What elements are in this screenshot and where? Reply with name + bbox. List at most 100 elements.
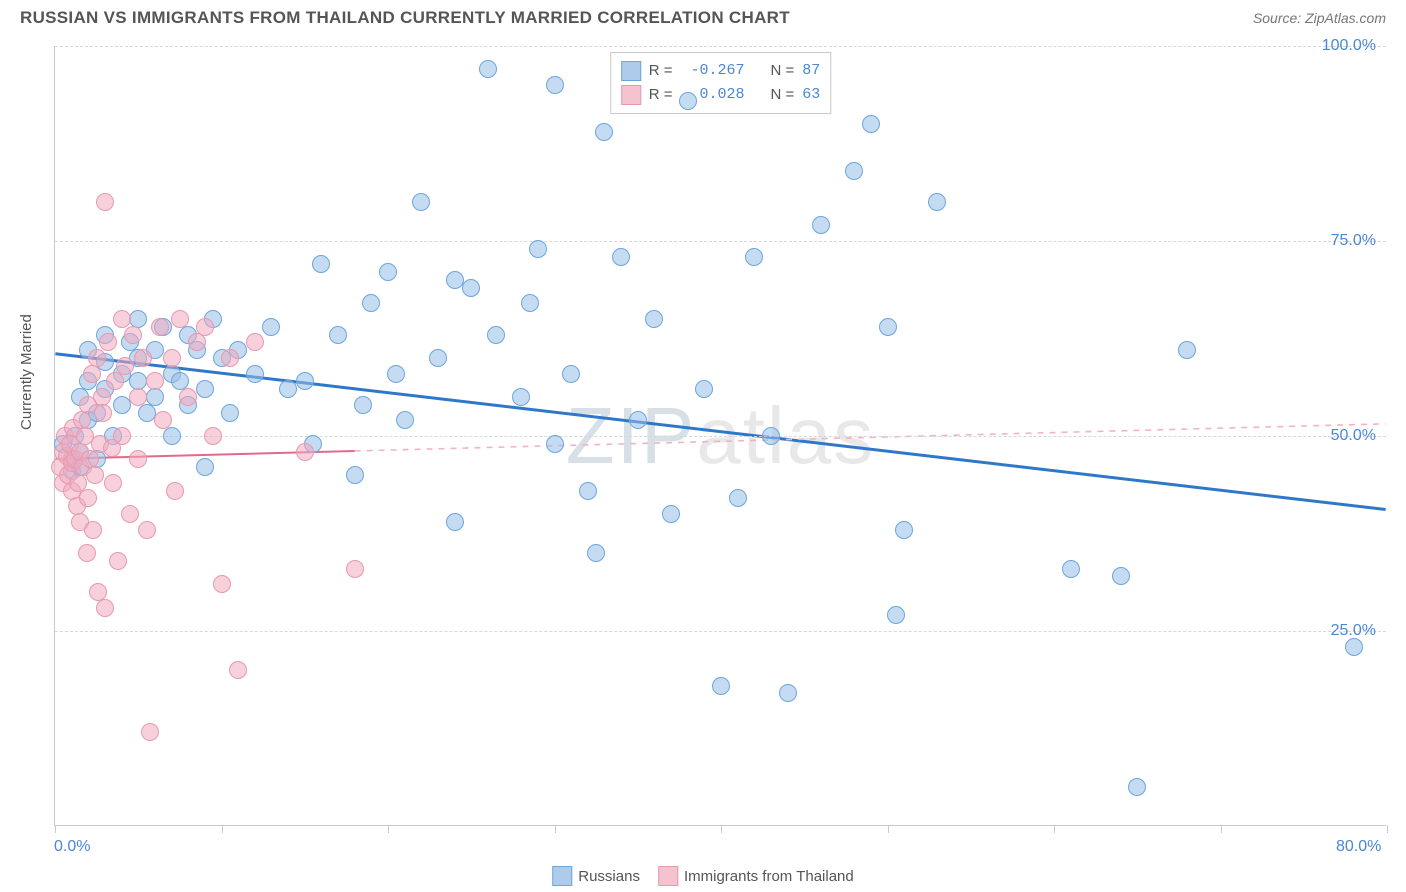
chart-container: RUSSIAN VS IMMIGRANTS FROM THAILAND CURR… bbox=[0, 0, 1406, 892]
data-point bbox=[762, 427, 780, 445]
data-point bbox=[396, 411, 414, 429]
y-tick-label: 100.0% bbox=[1322, 37, 1376, 55]
legend-swatch bbox=[621, 85, 641, 105]
data-point bbox=[387, 365, 405, 383]
data-point bbox=[629, 411, 647, 429]
x-tick bbox=[721, 825, 722, 833]
data-point bbox=[146, 372, 164, 390]
data-point bbox=[845, 162, 863, 180]
x-axis-max-label: 80.0% bbox=[1336, 838, 1381, 856]
data-point bbox=[662, 505, 680, 523]
data-point bbox=[262, 318, 280, 336]
x-tick bbox=[55, 825, 56, 833]
chart-title: RUSSIAN VS IMMIGRANTS FROM THAILAND CURR… bbox=[20, 8, 790, 28]
data-point bbox=[745, 248, 763, 266]
data-point bbox=[221, 404, 239, 422]
data-point bbox=[246, 365, 264, 383]
data-point bbox=[862, 115, 880, 133]
data-point bbox=[487, 326, 505, 344]
data-point bbox=[109, 552, 127, 570]
data-point bbox=[1128, 778, 1146, 796]
source-label: Source: ZipAtlas.com bbox=[1253, 10, 1386, 26]
legend-series-item: Immigrants from Thailand bbox=[658, 866, 854, 886]
data-point bbox=[104, 474, 122, 492]
legend-series-label: Immigrants from Thailand bbox=[684, 868, 854, 885]
data-point bbox=[521, 294, 539, 312]
data-point bbox=[138, 521, 156, 539]
data-point bbox=[1062, 560, 1080, 578]
data-point bbox=[121, 505, 139, 523]
data-point bbox=[712, 677, 730, 695]
data-point bbox=[246, 333, 264, 351]
data-point bbox=[412, 193, 430, 211]
trendline-dashed bbox=[355, 424, 1386, 451]
legend-r-value: -0.267 bbox=[680, 59, 744, 83]
data-point bbox=[346, 560, 364, 578]
legend-n-label: N = bbox=[770, 83, 794, 107]
legend-swatch bbox=[552, 866, 572, 886]
legend-row: R =0.028N =63 bbox=[621, 83, 821, 107]
data-point bbox=[1178, 341, 1196, 359]
data-point bbox=[379, 263, 397, 281]
data-point bbox=[296, 372, 314, 390]
data-point bbox=[84, 521, 102, 539]
data-point bbox=[83, 365, 101, 383]
data-point bbox=[346, 466, 364, 484]
data-point bbox=[329, 326, 347, 344]
gridline bbox=[55, 46, 1386, 47]
data-point bbox=[99, 333, 117, 351]
legend-swatch bbox=[621, 61, 641, 81]
watermark-prefix: ZIP bbox=[566, 391, 696, 480]
legend-swatch bbox=[658, 866, 678, 886]
data-point bbox=[1345, 638, 1363, 656]
data-point bbox=[595, 123, 613, 141]
data-point bbox=[204, 427, 222, 445]
data-point bbox=[779, 684, 797, 702]
data-point bbox=[446, 513, 464, 531]
x-tick bbox=[888, 825, 889, 833]
data-point bbox=[171, 310, 189, 328]
legend-series-label: Russians bbox=[578, 868, 640, 885]
plot-area: ZIPatlas R =-0.267N =87R =0.028N =63 25.… bbox=[54, 46, 1386, 826]
data-point bbox=[312, 255, 330, 273]
data-point bbox=[362, 294, 380, 312]
data-point bbox=[612, 248, 630, 266]
data-point bbox=[587, 544, 605, 562]
data-point bbox=[279, 380, 297, 398]
data-point bbox=[229, 661, 247, 679]
x-tick bbox=[555, 825, 556, 833]
watermark-suffix: atlas bbox=[696, 391, 875, 480]
x-tick bbox=[1387, 825, 1388, 833]
legend-n-value: 87 bbox=[802, 59, 820, 83]
data-point bbox=[188, 333, 206, 351]
x-axis-min-label: 0.0% bbox=[54, 838, 90, 856]
y-tick-label: 75.0% bbox=[1331, 232, 1376, 250]
data-point bbox=[213, 575, 231, 593]
data-point bbox=[166, 482, 184, 500]
data-point bbox=[579, 482, 597, 500]
data-point bbox=[887, 606, 905, 624]
data-point bbox=[141, 723, 159, 741]
data-point bbox=[78, 544, 96, 562]
data-point bbox=[196, 458, 214, 476]
data-point bbox=[462, 279, 480, 297]
data-point bbox=[106, 372, 124, 390]
data-point bbox=[151, 318, 169, 336]
legend-n-label: N = bbox=[770, 59, 794, 83]
data-point bbox=[129, 388, 147, 406]
data-point bbox=[138, 404, 156, 422]
data-point bbox=[812, 216, 830, 234]
data-point bbox=[512, 388, 530, 406]
data-point bbox=[296, 443, 314, 461]
data-point bbox=[124, 326, 142, 344]
gridline bbox=[55, 241, 1386, 242]
data-point bbox=[879, 318, 897, 336]
legend-row: R =-0.267N =87 bbox=[621, 59, 821, 83]
title-bar: RUSSIAN VS IMMIGRANTS FROM THAILAND CURR… bbox=[0, 0, 1406, 32]
data-point bbox=[895, 521, 913, 539]
data-point bbox=[196, 318, 214, 336]
data-point bbox=[86, 466, 104, 484]
x-tick bbox=[388, 825, 389, 833]
data-point bbox=[679, 92, 697, 110]
legend-series: Russians Immigrants from Thailand bbox=[552, 866, 854, 886]
